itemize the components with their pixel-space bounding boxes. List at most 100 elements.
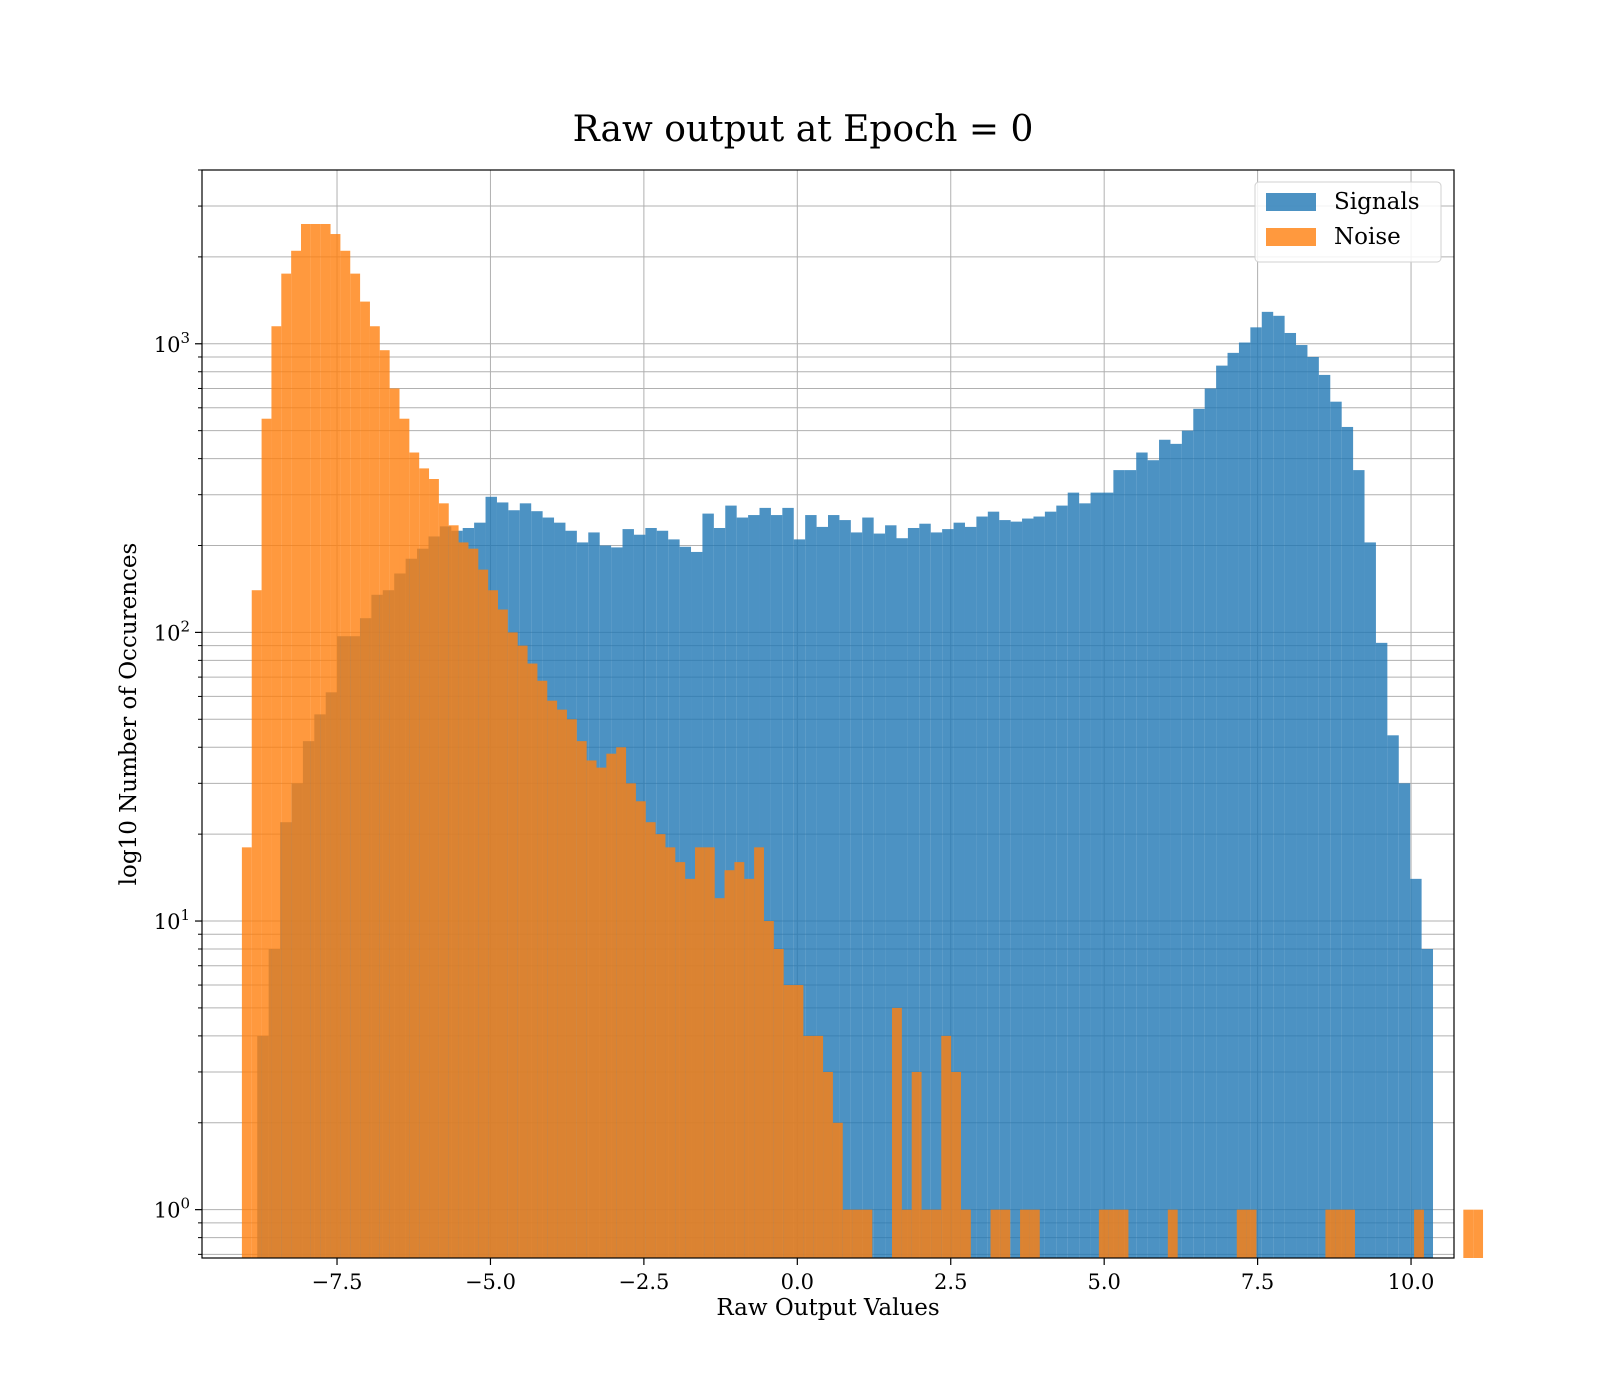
signals-bar: [999, 520, 1011, 1258]
noise-bar: [1345, 1209, 1355, 1258]
signals-bar: [1330, 401, 1342, 1258]
noise-bar: [695, 847, 705, 1258]
signals-bar: [1022, 518, 1034, 1258]
y-tick-label: 101: [154, 906, 190, 934]
noise-bar: [300, 223, 311, 1259]
signals-bar: [1216, 365, 1228, 1259]
x-axis-ticks: −7.5 −5.0 −2.5 0.0 2.5 5.0 7.5 10.0: [312, 1258, 1434, 1294]
legend-swatch-noise: [1266, 228, 1316, 246]
noise-bar: [350, 273, 361, 1258]
x-tick-label: −7.5: [312, 1270, 363, 1294]
signals-bar: [1010, 521, 1023, 1258]
noise-bar: [586, 760, 597, 1258]
noise-bar: [379, 350, 390, 1258]
signals-bar: [850, 532, 863, 1258]
signals-bar: [1261, 311, 1274, 1258]
signals-bar: [1113, 470, 1125, 1259]
signals-bar: [793, 539, 806, 1258]
noise-bar: [1108, 1209, 1119, 1258]
noise-bar: [960, 1209, 971, 1258]
noise-bar: [340, 250, 351, 1258]
noise-bar: [744, 878, 755, 1258]
noise-bar: [448, 525, 459, 1258]
noise-bar: [320, 223, 331, 1259]
noise-bar: [832, 1122, 843, 1258]
signals-bar: [930, 532, 943, 1258]
signals-bar: [1273, 315, 1285, 1259]
noise-bar: [438, 503, 449, 1258]
noise-bar: [803, 1035, 814, 1258]
noise-bar: [497, 609, 508, 1258]
noise-bar: [931, 1209, 942, 1258]
signals-bar: [1101, 492, 1114, 1259]
noise-bar: [675, 862, 686, 1258]
noise-bar: [517, 645, 528, 1258]
noise-bar: [310, 223, 321, 1259]
noise-bar: [251, 590, 262, 1258]
noise-bar: [852, 1209, 863, 1258]
signals-bar: [1170, 443, 1182, 1258]
noise-bar: [468, 548, 479, 1258]
noise-bar: [1473, 1209, 1484, 1258]
noise-bar: [330, 234, 341, 1259]
signals-bar: [1227, 352, 1239, 1258]
signals-bar: [987, 511, 1000, 1259]
noise-bar: [1236, 1209, 1247, 1258]
signals-bar: [1044, 511, 1057, 1259]
noise-bar: [823, 1071, 833, 1258]
signals-bar: [976, 516, 988, 1258]
noise-bar: [389, 388, 400, 1258]
noise-bar: [1335, 1209, 1346, 1258]
signals-bar: [873, 533, 886, 1258]
noise-bar: [704, 847, 715, 1258]
noise-bar: [1414, 1209, 1424, 1258]
signals-bar: [919, 523, 931, 1258]
noise-bar: [537, 680, 548, 1258]
noise-bar: [419, 468, 430, 1258]
noise-bar: [429, 479, 439, 1258]
noise-bar: [606, 753, 617, 1258]
legend: Signals Noise: [1254, 181, 1442, 263]
noise-bar: [281, 273, 292, 1258]
noise-bar: [862, 1209, 873, 1258]
signals-bar: [1159, 439, 1171, 1258]
signals-bar: [1284, 332, 1297, 1258]
y-tick-label: 103: [154, 329, 190, 357]
signals-bar: [839, 520, 851, 1258]
signals-bar: [1296, 345, 1308, 1258]
x-axis-label: Raw Output Values: [716, 1295, 939, 1321]
x-tick-label: 5.0: [1087, 1270, 1120, 1294]
noise-bar: [1246, 1209, 1257, 1258]
signals-bar: [1341, 426, 1354, 1258]
signals-bar: [1364, 542, 1376, 1258]
noise-bar: [783, 985, 794, 1258]
signals-bar: [1421, 948, 1434, 1258]
signals-bar: [1204, 388, 1217, 1258]
signals-bar: [1375, 642, 1388, 1258]
noise-bar: [399, 418, 410, 1258]
signals-bar: [1124, 470, 1137, 1259]
signals-bar: [759, 507, 771, 1258]
x-tick-label: 0.0: [781, 1270, 814, 1294]
noise-bars: [241, 223, 1484, 1259]
noise-bar: [1118, 1209, 1129, 1258]
noise-bar: [616, 747, 627, 1258]
signals-bar: [896, 538, 908, 1258]
signals-bar: [1410, 878, 1422, 1258]
noise-bar: [655, 834, 666, 1258]
noise-bar: [1000, 1209, 1011, 1258]
noise-bar: [488, 590, 498, 1258]
noise-bar: [1167, 1209, 1178, 1258]
noise-bar: [1098, 1209, 1109, 1258]
x-tick-label: −5.0: [465, 1270, 516, 1294]
noise-bar: [635, 801, 646, 1258]
noise-bar: [566, 719, 577, 1258]
signals-bar: [1398, 783, 1411, 1258]
signals-bar: [1067, 492, 1080, 1259]
signals-bar: [1250, 327, 1262, 1259]
signals-bar: [1033, 516, 1045, 1258]
noise-bar: [754, 847, 764, 1258]
noise-bar: [369, 326, 380, 1258]
signals-bar: [1387, 735, 1399, 1258]
